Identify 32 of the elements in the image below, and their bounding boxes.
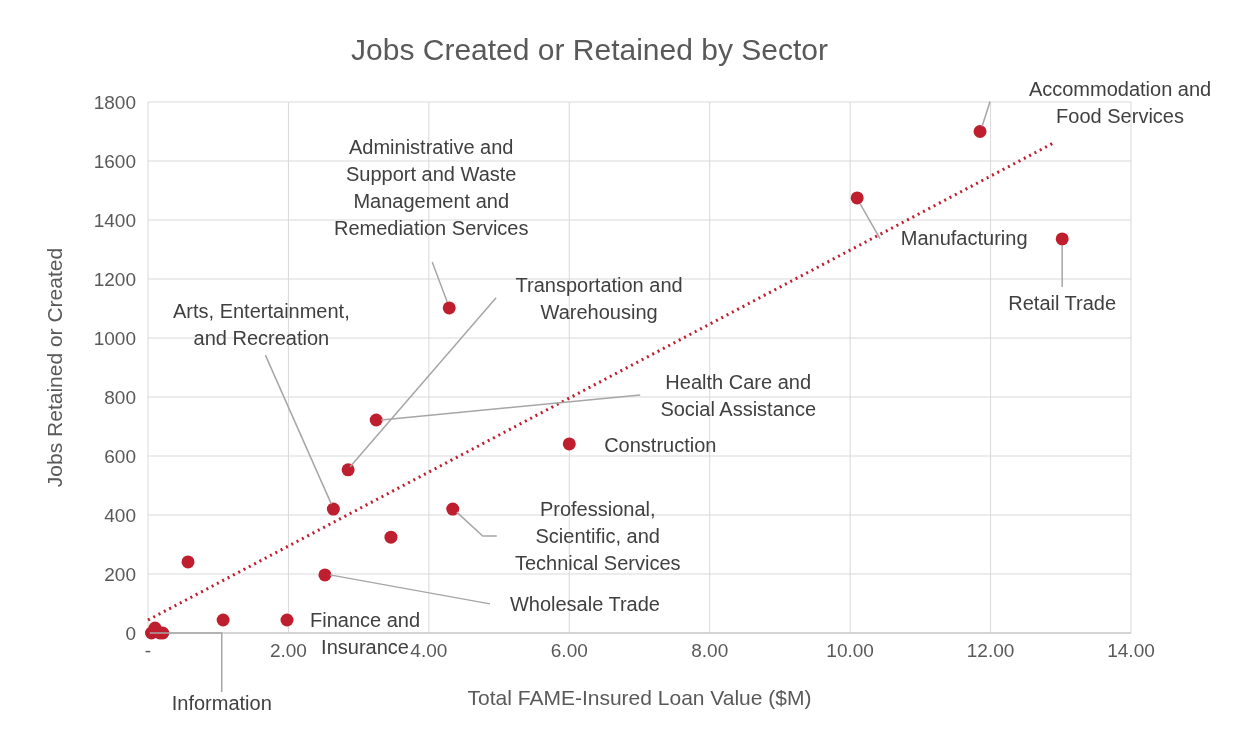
y-tick-label: 600 <box>104 445 136 467</box>
x-tick-label: 4.00 <box>410 640 448 661</box>
chart-title: Jobs Created or Retained by Sector <box>351 33 828 66</box>
x-tick-label: 2.00 <box>269 640 307 661</box>
annotation: Arts, Entertainment, and Recreation <box>172 299 350 349</box>
y-tick-label: 1800 <box>93 91 136 113</box>
y-tick-label: 400 <box>104 504 136 526</box>
annotation: Health Care and Social Assistance <box>660 370 817 420</box>
y-tick-label: 1600 <box>93 150 136 172</box>
x-tick-label: 6.00 <box>550 640 588 661</box>
annotation: Professional, Scientific, and Technical Services <box>514 498 681 575</box>
annotation: Transportation and Warehousing <box>515 274 683 324</box>
annotation: Accommodation and Food Services <box>1028 78 1212 127</box>
x-tick-label: 10.00 <box>826 640 874 661</box>
y-tick-label: 0 <box>125 622 136 644</box>
x-tick-label: - <box>144 640 152 661</box>
y-axis-title: Jobs Retained or Created <box>43 247 66 488</box>
annotation: Retail Trade <box>1008 291 1117 314</box>
y-tick-label: 200 <box>104 563 136 585</box>
x-tick-label: 14.00 <box>1107 640 1155 661</box>
y-tick-label: 1400 <box>93 209 136 231</box>
annotation: Administrative and Support and Waste Management and Remediation Services <box>333 136 529 240</box>
annotation: Manufacturing <box>900 226 1028 249</box>
annotation: Information <box>171 692 272 714</box>
x-axis-title: Total FAME-Insured Loan Value ($M) <box>467 686 812 709</box>
y-tick-label: 1200 <box>93 268 136 290</box>
x-tick-label: 12.00 <box>966 640 1015 661</box>
annotation: Construction <box>604 433 717 456</box>
y-tick-label: 1000 <box>93 327 136 349</box>
x-tick-label: 8.00 <box>691 640 729 661</box>
annotation: Wholesale Trade <box>509 592 660 615</box>
y-tick-label: 800 <box>104 386 136 408</box>
